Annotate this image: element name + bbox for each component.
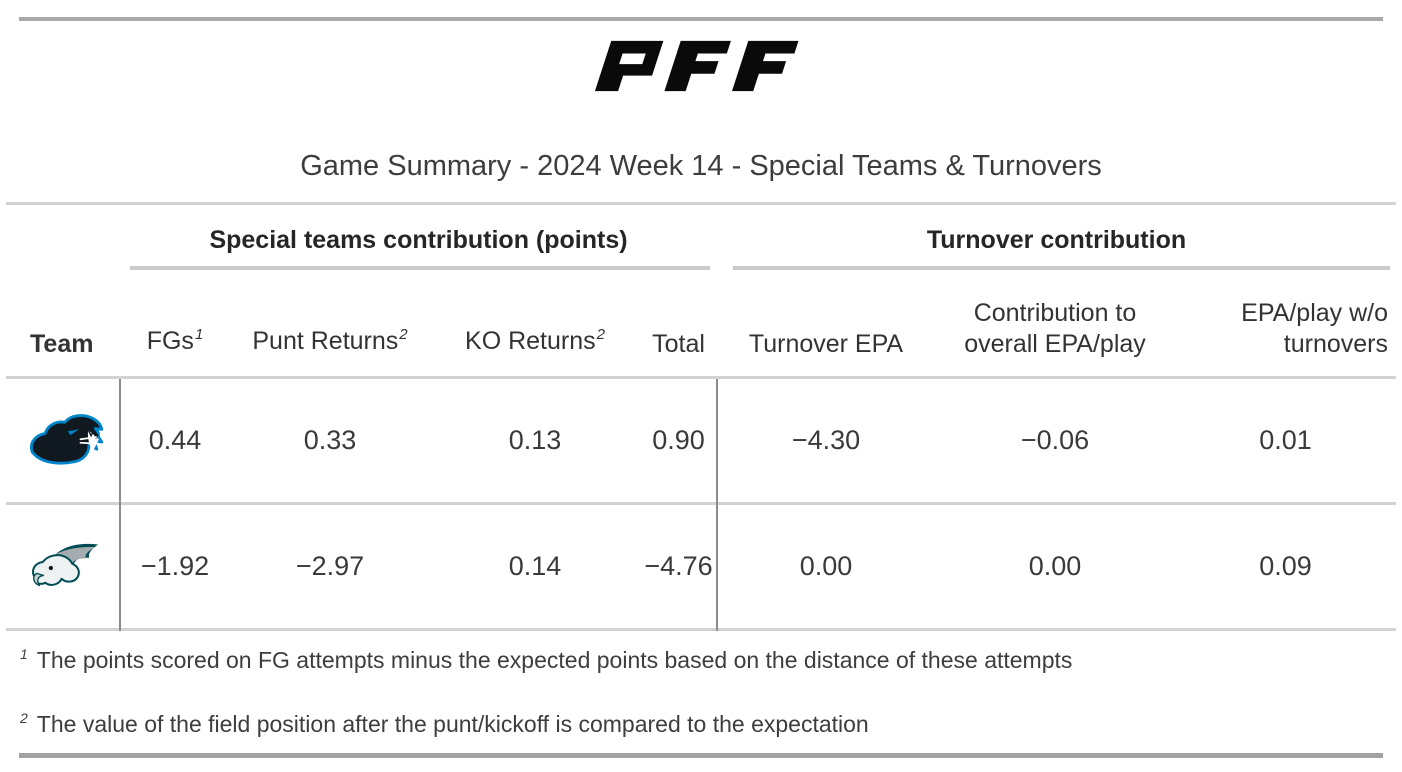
- footnote-2-marker: 2: [20, 710, 28, 726]
- footnote-marker-2: 2: [596, 326, 605, 343]
- value-ko-returns: 0.13: [508, 425, 562, 455]
- row-separator-line: [6, 502, 1396, 505]
- col-header-fgs: FGs1: [146, 326, 204, 355]
- table-top-line: [6, 202, 1396, 205]
- pff-logo-icon: [594, 40, 799, 92]
- group-turnover-label: Turnover contribution: [926, 226, 1187, 254]
- value-ko-returns: 0.14: [508, 551, 562, 581]
- table-body: 0.44 0.33 0.13 0.90 −4.30 −0.06 0.01: [6, 379, 1396, 631]
- bottom-rule: [19, 753, 1383, 758]
- eagles-logo-icon: [32, 543, 98, 586]
- col-header-ko-returns: KO Returns2: [465, 326, 605, 355]
- table-row-panthers: 0.44 0.33 0.13 0.90 −4.30 −0.06 0.01: [6, 379, 1396, 502]
- footnote-marker-1: 1: [194, 326, 204, 343]
- footnote-1-marker: 1: [20, 646, 28, 662]
- value-epa-wo-turnovers: 0.09: [1259, 551, 1312, 581]
- pff-logo: [0, 40, 1402, 97]
- value-turnover-epa: 0.00: [799, 551, 853, 581]
- footnote-1: 1 The points scored on FG attempts minus …: [20, 643, 1072, 680]
- value-fgs: 0.44: [148, 425, 202, 455]
- section-column-divider: [716, 379, 718, 631]
- panthers-logo-icon: [30, 413, 104, 465]
- group-special-teams-label: Special teams contribution (points): [209, 226, 628, 254]
- col-header-epa-wo-turnovers: EPA/play w/o turnovers: [1241, 299, 1388, 358]
- team-cell: [6, 536, 120, 598]
- col-header-punt-returns: Punt Returns2: [252, 326, 408, 355]
- summary-table: Special teams contribution (points) Turn…: [6, 202, 1396, 631]
- top-rule: [19, 17, 1383, 21]
- footnote-2-text: The value of the field position after th…: [36, 711, 869, 737]
- group-underline: [733, 266, 1390, 270]
- team-column-divider: [119, 379, 121, 631]
- group-spacer: [6, 205, 120, 270]
- value-contribution: 0.00: [1028, 551, 1082, 581]
- footnote-2: 2 The value of the field position after t…: [20, 707, 869, 744]
- page-title: Game Summary - 2024 Week 14 - Special Te…: [300, 150, 1102, 182]
- footnote-marker-2: 2: [399, 326, 408, 343]
- value-punt-returns: −2.97: [295, 551, 365, 581]
- value-epa-wo-turnovers: 0.01: [1259, 425, 1312, 455]
- col-header-turnover-epa: Turnover EPA: [748, 330, 904, 358]
- group-special-teams: Special teams contribution (points): [120, 205, 717, 270]
- footnote-1-text: The points scored on FG attempts minus t…: [36, 647, 1073, 673]
- col-header-team: Team: [30, 330, 94, 358]
- table-bottom-line: [6, 628, 1396, 631]
- column-header-row: Team FGs1 Punt Returns2 KO Returns2 Tota…: [6, 270, 1396, 376]
- col-header-contribution: Contribution to overall EPA/play: [964, 299, 1146, 358]
- value-punt-returns: 0.33: [303, 425, 357, 455]
- group-header-row: Special teams contribution (points) Turn…: [6, 205, 1396, 270]
- table-row-eagles: −1.92 −2.97 0.14 −4.76 0.00 0.00 0.09: [6, 505, 1396, 628]
- value-fgs: −1.92: [140, 551, 210, 581]
- group-underline: [130, 266, 710, 270]
- group-turnover: Turnover contribution: [717, 205, 1396, 270]
- value-total: 0.90: [652, 425, 705, 455]
- value-total: −4.76: [644, 551, 713, 581]
- header-bottom-line: [6, 376, 1396, 379]
- value-contribution: −0.06: [1020, 425, 1090, 455]
- team-cell: [6, 408, 120, 474]
- value-turnover-epa: −4.30: [791, 425, 861, 455]
- col-header-total: Total: [652, 330, 705, 358]
